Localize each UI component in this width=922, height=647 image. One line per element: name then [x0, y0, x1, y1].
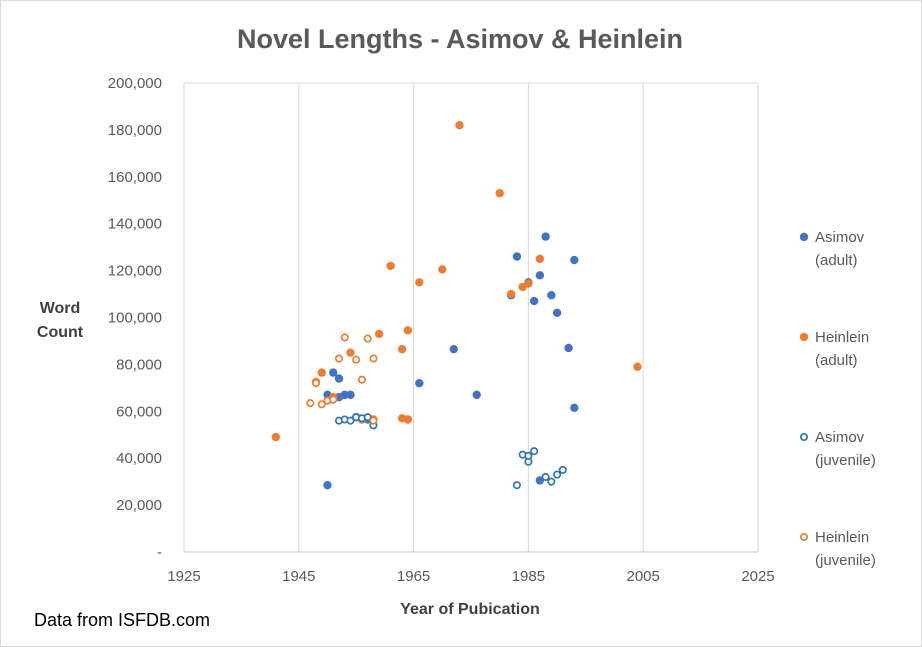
source-note: Data from ISFDB.com — [34, 610, 210, 630]
y-tick-label: 20,000 — [116, 497, 162, 514]
point-heinlein-adult — [535, 254, 545, 264]
x-tick-label: 1985 — [512, 568, 545, 585]
point-asimov-juvenile — [363, 413, 372, 422]
y-tick-label: 200,000 — [108, 75, 162, 92]
point-asimov-juvenile — [346, 416, 355, 425]
point-asimov-adult — [449, 344, 458, 354]
point-heinlein-juvenile — [329, 395, 338, 404]
point-heinlein-juvenile — [317, 400, 326, 409]
point-heinlein-adult — [495, 189, 504, 198]
point-heinlein-adult — [271, 432, 281, 442]
x-tick-label: 1925 — [167, 568, 200, 585]
y-tick-label: 120,000 — [108, 263, 162, 280]
point-heinlein-adult — [415, 278, 424, 287]
legend-label-asimov-adult: Asimov — [815, 229, 865, 246]
point-asimov-adult — [415, 378, 424, 388]
point-heinlein-adult — [397, 344, 407, 354]
gridlines — [183, 82, 759, 552]
point-heinlein-juvenile — [306, 399, 315, 408]
point-heinlein-juvenile — [357, 375, 366, 384]
y-axis-title-line-2: Count — [37, 324, 84, 341]
point-heinlein-juvenile — [340, 333, 349, 342]
point-asimov-juvenile — [530, 447, 539, 456]
point-asimov-juvenile — [558, 465, 567, 474]
point-asimov-adult — [529, 296, 539, 306]
point-asimov-adult — [552, 308, 562, 318]
point-heinlein-adult — [403, 326, 413, 335]
point-heinlein-adult — [633, 362, 642, 371]
y-tick-label: 80,000 — [116, 356, 162, 373]
point-asimov-adult — [541, 232, 550, 241]
point-asimov-adult — [564, 343, 573, 353]
point-asimov-juvenile — [553, 470, 562, 479]
point-heinlein-juvenile — [369, 354, 378, 363]
point-asimov-adult — [340, 390, 349, 400]
legend-marker-asimov-juvenile — [799, 432, 809, 442]
point-asimov-adult — [547, 291, 556, 300]
legend-marker-heinlein-adult — [799, 332, 809, 342]
point-asimov-adult — [329, 368, 338, 377]
y-tick-label: 140,000 — [108, 216, 162, 233]
point-heinlein-juvenile — [334, 354, 344, 363]
x-tick-label: 2025 — [741, 568, 774, 585]
legend-label-asimov-adult: (adult) — [815, 252, 858, 269]
point-asimov-juvenile — [547, 477, 556, 486]
y-axis-title-line-1: Word — [40, 300, 81, 317]
point-heinlein-adult — [374, 329, 384, 339]
point-asimov-juvenile — [512, 481, 521, 490]
point-asimov-adult — [334, 374, 344, 383]
point-heinlein-adult — [317, 368, 326, 377]
y-tick-label: 60,000 — [116, 403, 162, 420]
legend-label-heinlein-juvenile: Heinlein — [815, 529, 869, 546]
point-asimov-adult — [570, 255, 579, 265]
point-heinlein-adult — [524, 279, 533, 288]
point-heinlein-juvenile — [311, 379, 321, 388]
y-tick-label: 180,000 — [108, 122, 162, 139]
legend-label-heinlein-adult: (adult) — [815, 352, 858, 369]
legend: Asimov (adult) Heinlein (adult) Asimov (juven… — [799, 229, 876, 569]
data-points — [271, 121, 642, 490]
axes: 1925 1945 1965 1985 2005 2025 - 20,000 40,000 60,… — [108, 75, 775, 585]
point-asimov-adult — [323, 480, 332, 490]
point-heinlein-juvenile — [363, 334, 372, 343]
x-tick-label: 1965 — [397, 568, 430, 585]
point-heinlein-adult — [346, 348, 355, 357]
point-asimov-adult — [512, 252, 522, 261]
legend-label-heinlein-adult: Heinlein — [815, 329, 869, 346]
point-asimov-adult — [472, 390, 481, 400]
legend-label-heinlein-juvenile: (juvenile) — [815, 552, 876, 569]
point-heinlein-adult — [455, 121, 464, 130]
y-tick-label: - — [157, 544, 162, 561]
point-heinlein-adult — [386, 261, 395, 271]
x-tick-label: 1945 — [282, 568, 315, 585]
legend-marker-asimov-adult — [799, 232, 809, 242]
point-asimov-adult — [570, 403, 579, 412]
point-asimov-juvenile — [541, 472, 550, 482]
x-tick-label: 2005 — [627, 568, 660, 585]
point-heinlein-adult — [403, 415, 413, 424]
point-heinlein-adult — [506, 289, 516, 299]
point-heinlein-juvenile — [352, 355, 361, 364]
chart-title: Novel Lengths - Asimov & Heinlein — [237, 24, 683, 54]
point-heinlein-adult — [438, 265, 447, 274]
legend-label-asimov-juvenile: Asimov — [815, 429, 865, 446]
y-tick-label: 100,000 — [108, 310, 162, 327]
point-asimov-adult — [346, 390, 355, 400]
legend-label-asimov-juvenile: (juvenile) — [815, 452, 876, 469]
x-axis-title: Year of Pubication — [400, 601, 540, 618]
point-asimov-juvenile — [524, 451, 533, 460]
y-tick-label: 160,000 — [108, 169, 162, 186]
y-tick-label: 40,000 — [116, 450, 162, 467]
point-heinlein-juvenile — [369, 416, 378, 425]
legend-marker-heinlein-juvenile — [799, 532, 809, 542]
point-asimov-adult — [535, 271, 545, 280]
